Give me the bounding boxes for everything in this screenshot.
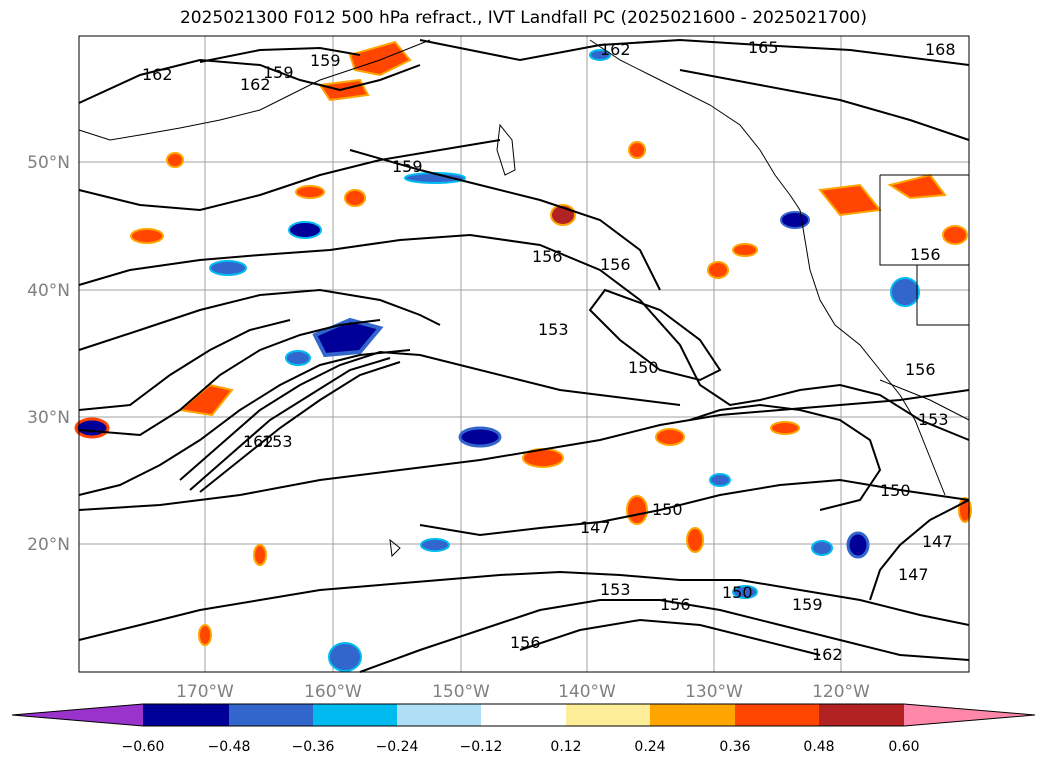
contour-labels: 162 159 162 159 162 165 168 159 156 156 …: [142, 38, 956, 664]
map-title: 2025021300 F012 500 hPa refract., IVT La…: [179, 8, 867, 28]
lat-tick-label: 20°N: [27, 535, 70, 555]
contour-label: 162: [812, 645, 843, 664]
colorbar-tick-label: −0.60: [122, 739, 165, 755]
contour-label: 150: [652, 500, 683, 519]
lat-tick-label: 40°N: [27, 281, 70, 301]
lat-tick-label: 50°N: [27, 153, 70, 173]
contour-label: 153: [918, 410, 949, 429]
contour-label: 153: [600, 580, 631, 599]
contour-label: 162: [240, 75, 271, 94]
colorbar-extend-low: [12, 704, 143, 726]
contour-label: 147: [922, 532, 953, 551]
contour-label: 165: [748, 38, 779, 57]
contour-label: 147: [580, 518, 611, 537]
lon-tick-label: 150°W: [432, 682, 490, 702]
colorbar-tick-label: 0.12: [550, 739, 581, 755]
colorbar-tick-label: −0.48: [208, 739, 251, 755]
colorbar: [11, 703, 1036, 727]
contour-label: 156: [510, 633, 541, 652]
contour-label: 162: [142, 65, 173, 84]
colorbar-tick-label: 0.60: [888, 739, 919, 755]
contour-label: 159: [310, 51, 341, 70]
colorbar-tick-label: −0.24: [376, 739, 419, 755]
contour-label: 156: [905, 360, 936, 379]
colorbar-ticks: −0.60 −0.48 −0.36 −0.24 −0.12 0.12 0.24 …: [122, 739, 920, 755]
lon-tick-label: 140°W: [558, 682, 616, 702]
colorbar-segment: [735, 704, 819, 726]
contour-label: 150: [722, 583, 753, 602]
contour-label: 162: [243, 432, 274, 451]
contour-label: 168: [925, 40, 956, 59]
contour-label: 150: [628, 358, 659, 377]
contour-label: 159: [392, 157, 423, 176]
contour-label: 162: [600, 40, 631, 59]
colorbar-extend-high: [904, 704, 1035, 726]
contour-label: 147: [898, 565, 929, 584]
colorbar-segment: [481, 704, 566, 726]
colorbar-segment: [229, 704, 313, 726]
lon-tick-label: 130°W: [685, 682, 743, 702]
colorbar-segment: [650, 704, 735, 726]
contour-label: 153: [538, 320, 569, 339]
contour-label: 150: [880, 481, 911, 500]
colorbar-segment: [819, 704, 904, 726]
contour-label: 156: [910, 245, 941, 264]
coastlines: [78, 39, 970, 558]
contour-label: 156: [532, 247, 563, 266]
contour-label: 159: [792, 595, 823, 614]
contour-label: 156: [660, 595, 691, 614]
colorbar-segment: [143, 704, 229, 726]
colorbar-tick-label: 0.24: [634, 739, 665, 755]
colorbar-segment: [397, 704, 481, 726]
contour-label: 159: [263, 63, 294, 82]
contours: [78, 38, 970, 673]
colorbar-segment: [313, 704, 397, 726]
map-area: [79, 36, 969, 672]
contour-label: 153: [262, 432, 293, 451]
colorbar-tick-label: 0.36: [719, 739, 750, 755]
lon-tick-label: 160°W: [304, 682, 362, 702]
colorbar-tick-label: −0.36: [292, 739, 335, 755]
map-frame: [78, 35, 970, 673]
lat-tick-label: 30°N: [27, 408, 70, 428]
lon-labels: 170°W 160°W 150°W 140°W 130°W 120°W: [176, 682, 870, 702]
lat-labels: 50°N 40°N 30°N 20°N: [27, 153, 70, 555]
colorbar-tick-label: −0.12: [460, 739, 503, 755]
lon-tick-label: 170°W: [176, 682, 234, 702]
lon-tick-label: 120°W: [812, 682, 870, 702]
colorbar-tick-label: 0.48: [803, 739, 834, 755]
colorbar-segment: [566, 704, 650, 726]
contour-label: 156: [600, 255, 631, 274]
